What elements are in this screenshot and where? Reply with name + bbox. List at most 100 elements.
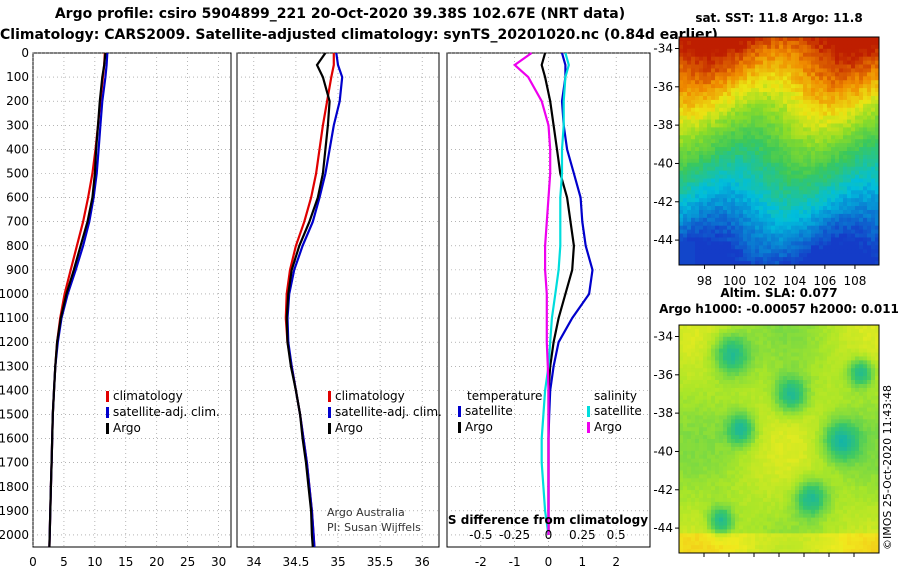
secondary-x-tick-label: -0.5 (469, 528, 492, 542)
sst-map (679, 37, 880, 266)
x-tick-label: 35 (330, 555, 345, 569)
legend-swatch (328, 407, 331, 418)
sst-y-tick-label: -36 (653, 80, 673, 94)
x-tick-label: 0 (29, 555, 37, 569)
legend-swatch (458, 422, 461, 433)
y-tick-label: 800 (6, 239, 29, 253)
sla-map-subtitle: Argo h1000: -0.00057 h2000: 0.011 (659, 302, 899, 316)
y-tick-label: 0 (21, 46, 29, 60)
series-line-satellite-adj-clim- (286, 52, 344, 548)
credit-text: Argo Australia (327, 506, 405, 519)
legend-swatch (587, 406, 590, 417)
imos-credit: ©IMOS 25-Oct-2020 11:43:48 (881, 385, 894, 550)
plot-title-line1: Argo profile: csiro 5904899_221 20-Oct-2… (54, 6, 626, 22)
secondary-x-tick-label: 0 (545, 528, 553, 542)
x-tick-label: -2 (475, 555, 487, 569)
sla-y-tick-label: -36 (653, 368, 673, 382)
y-tick-label: 1000 (0, 287, 29, 301)
legend-swatch (328, 391, 331, 402)
sst-x-tick-label: 106 (813, 274, 836, 288)
legend-swatch (106, 423, 109, 434)
x-tick-label: 34.5 (283, 555, 310, 569)
y-tick-label: 200 (6, 94, 29, 108)
sla-y-tick-label: -42 (653, 483, 673, 497)
x-tick-label: 5 (60, 555, 68, 569)
sst-x-tick-label: 108 (843, 274, 866, 288)
sla-y-tick-label: -34 (653, 329, 673, 343)
y-tick-label: 400 (6, 142, 29, 156)
x-tick-label: 36 (415, 555, 430, 569)
sla-y-tick-label: -44 (653, 521, 673, 535)
legend-label: Argo (335, 421, 363, 435)
x-tick-label: 20 (149, 555, 164, 569)
sst-y-tick-label: -38 (653, 118, 673, 132)
series-line-salinity-argo (512, 52, 552, 535)
panel-frame-salinity (236, 52, 440, 548)
y-tick-label: 1900 (0, 504, 29, 518)
legend-swatch (458, 406, 461, 417)
credit-text: PI: Susan Wijffels (327, 521, 421, 534)
legend-title-salinity: salinity (594, 389, 637, 403)
legend-label: satellite-adj. clim. (335, 405, 442, 419)
y-tick-label: 300 (6, 118, 29, 132)
x-tick-label: 15 (118, 555, 133, 569)
y-tick-label: 1400 (0, 383, 29, 397)
y-tick-label: 600 (6, 191, 29, 205)
legend-label: Argo (465, 420, 493, 434)
legend-label: climatology (335, 389, 405, 403)
y-tick-label: 1100 (0, 311, 29, 325)
sla-y-tick-label: -40 (653, 444, 673, 458)
y-tick-label: 1300 (0, 359, 29, 373)
legend-swatch (328, 423, 331, 434)
panel-frame-temperature (32, 52, 232, 548)
secondary-x-tick-label: -0.25 (499, 528, 530, 542)
x-tick-label: 25 (180, 555, 195, 569)
legend-title-temperature: temperature (467, 389, 542, 403)
y-tick-label: 700 (6, 215, 29, 229)
sla-map-title: Altim. SLA: 0.077 (720, 286, 837, 300)
y-tick-label: 100 (6, 70, 29, 84)
series-line-climatology (284, 53, 335, 548)
legend-label: satellite (594, 404, 642, 418)
sst-map-title: sat. SST: 11.8 Argo: 11.8 (695, 11, 862, 25)
x-tick-label: -1 (509, 555, 521, 569)
secondary-x-tick-label: 0.25 (569, 528, 596, 542)
legend-label: Argo (113, 421, 141, 435)
x-tick-label: 34 (246, 555, 261, 569)
legend-label: satellite (465, 404, 513, 418)
y-tick-label: 1600 (0, 432, 29, 446)
y-tick-label: 1200 (0, 335, 29, 349)
x-tick-label: 2 (612, 555, 620, 569)
sst-y-tick-label: -42 (653, 195, 673, 209)
sst-x-tick-label: 102 (753, 274, 776, 288)
series-line-salinity-satellite (540, 52, 570, 536)
y-tick-label: 1800 (0, 480, 29, 494)
legend-label: satellite-adj. clim. (113, 405, 220, 419)
sst-map-frame (678, 36, 880, 266)
sla-y-tick-label: -38 (653, 406, 673, 420)
series-line-argo (285, 52, 331, 548)
series-line-climatology (48, 52, 106, 548)
plot-title-line2: Climatology: CARS2009. Satellite-adjuste… (0, 27, 718, 43)
x-tick-label: 0 (545, 555, 553, 569)
x-tick-label: 1 (579, 555, 587, 569)
legend-swatch (587, 422, 590, 433)
legend-swatch (106, 391, 109, 402)
y-tick-label: 2000 (0, 528, 29, 542)
series-line-argo (48, 52, 107, 548)
legend-label: climatology (113, 389, 183, 403)
sst-x-tick-label: 98 (697, 274, 712, 288)
legend-label: Argo (594, 420, 622, 434)
y-tick-label: 900 (6, 263, 29, 277)
x-tick-label: 35.5 (367, 555, 394, 569)
secondary-x-tick-label: 0.5 (607, 528, 626, 542)
sst-y-tick-label: -40 (653, 156, 673, 170)
sla-map (679, 325, 880, 554)
secondary-axis-title: S difference from climatology (448, 513, 648, 527)
sst-x-tick-label: 100 (723, 274, 746, 288)
y-tick-label: 500 (6, 166, 29, 180)
sst-y-tick-label: -44 (653, 233, 673, 247)
sst-y-tick-label: -34 (653, 41, 673, 55)
x-tick-label: 10 (87, 555, 102, 569)
x-tick-label: 30 (211, 555, 226, 569)
